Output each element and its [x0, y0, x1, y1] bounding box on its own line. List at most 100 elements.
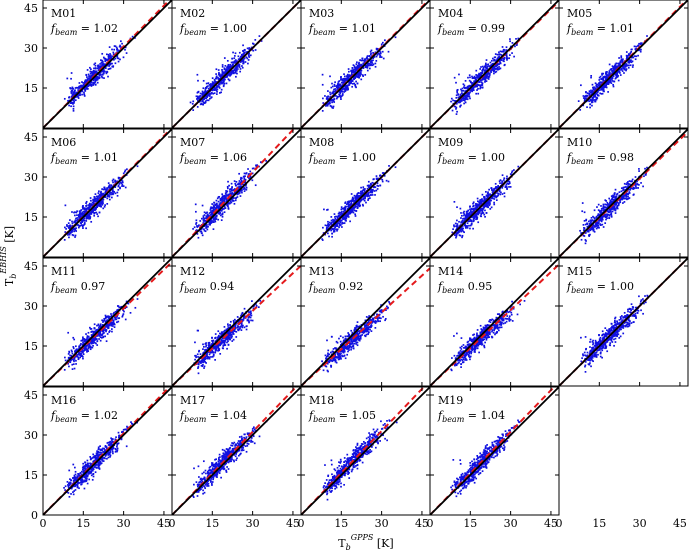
- data-point: [87, 214, 89, 216]
- data-point: [98, 74, 101, 77]
- data-point: [591, 92, 593, 95]
- data-point: [366, 64, 369, 66]
- data-point: [201, 92, 204, 95]
- data-point: [225, 195, 227, 197]
- data-point: [372, 189, 374, 191]
- data-point: [230, 61, 233, 64]
- data-point: [93, 73, 96, 76]
- data-point: [94, 199, 97, 202]
- data-point: [343, 217, 346, 219]
- data-point: [461, 93, 464, 96]
- data-point: [213, 206, 216, 208]
- data-point: [212, 218, 215, 221]
- data-point: [125, 52, 128, 54]
- data-point: [215, 89, 218, 92]
- data-point: [456, 91, 459, 94]
- data-point: [325, 97, 328, 100]
- data-point: [347, 68, 350, 70]
- data-point: [347, 205, 349, 208]
- data-point: [481, 72, 484, 75]
- data-point: [498, 63, 500, 66]
- data-point: [494, 182, 497, 185]
- data-point: [626, 55, 629, 57]
- data-point: [380, 43, 383, 46]
- data-point: [119, 44, 121, 47]
- data-point: [106, 59, 109, 61]
- data-point: [507, 183, 510, 185]
- data-point: [202, 220, 205, 222]
- one-to-one-line: [430, 129, 559, 257]
- data-point: [226, 74, 229, 77]
- data-point: [100, 192, 103, 195]
- plot-area: [301, 0, 430, 128]
- data-point: [101, 76, 104, 79]
- data-point: [501, 193, 504, 195]
- data-point: [213, 201, 215, 204]
- data-point: [195, 95, 198, 98]
- data-point: [215, 81, 218, 83]
- data-point: [209, 209, 212, 211]
- data-point: [322, 232, 325, 234]
- data-point: [350, 202, 353, 204]
- data-point: [79, 85, 82, 88]
- data-point: [488, 65, 491, 67]
- data-point: [487, 200, 490, 203]
- data-point: [206, 96, 208, 99]
- data-point: [480, 203, 482, 206]
- data-point: [628, 61, 631, 63]
- data-point: [487, 64, 489, 66]
- data-point: [238, 190, 241, 193]
- data-point: [192, 100, 195, 103]
- data-point: [620, 56, 623, 59]
- data-point: [240, 55, 242, 58]
- data-point: [334, 89, 337, 92]
- data-point: [495, 199, 498, 201]
- data-point: [326, 102, 329, 105]
- data-point: [89, 81, 92, 84]
- data-point: [363, 62, 366, 64]
- data-point: [254, 39, 257, 41]
- data-point: [89, 66, 91, 69]
- data-point: [108, 54, 110, 57]
- data-point: [477, 213, 480, 216]
- data-point: [226, 194, 229, 197]
- fbeam-label: fbeam = 1.01: [308, 22, 376, 37]
- data-point: [505, 46, 508, 49]
- data-point: [260, 40, 263, 42]
- data-point: [361, 203, 364, 206]
- data-point: [101, 60, 104, 63]
- data-point: [336, 216, 339, 218]
- data-point: [360, 69, 363, 72]
- data-point: [639, 42, 642, 45]
- data-point: [82, 210, 85, 213]
- data-point: [489, 194, 492, 196]
- data-point: [90, 83, 93, 86]
- data-point: [243, 177, 246, 180]
- data-point: [338, 80, 341, 82]
- data-point: [465, 96, 468, 99]
- data-point: [334, 85, 336, 88]
- data-point: [209, 87, 212, 89]
- data-point: [215, 214, 218, 217]
- data-point: [201, 100, 203, 103]
- data-point: [455, 94, 458, 97]
- data-point: [605, 73, 608, 76]
- data-point: [81, 212, 84, 215]
- data-point: [106, 64, 109, 67]
- data-point: [338, 211, 341, 214]
- data-point: [334, 223, 336, 226]
- data-point: [92, 202, 95, 204]
- data-point: [463, 102, 465, 105]
- data-point: [330, 229, 332, 232]
- data-point: [252, 167, 255, 170]
- data-point: [472, 220, 475, 223]
- data-point: [238, 63, 241, 66]
- data-point: [121, 183, 124, 186]
- data-point: [501, 57, 504, 60]
- data-point: [207, 82, 210, 84]
- data-point: [503, 64, 506, 67]
- data-point: [341, 78, 344, 81]
- data-point: [458, 230, 461, 232]
- data-point: [96, 195, 99, 198]
